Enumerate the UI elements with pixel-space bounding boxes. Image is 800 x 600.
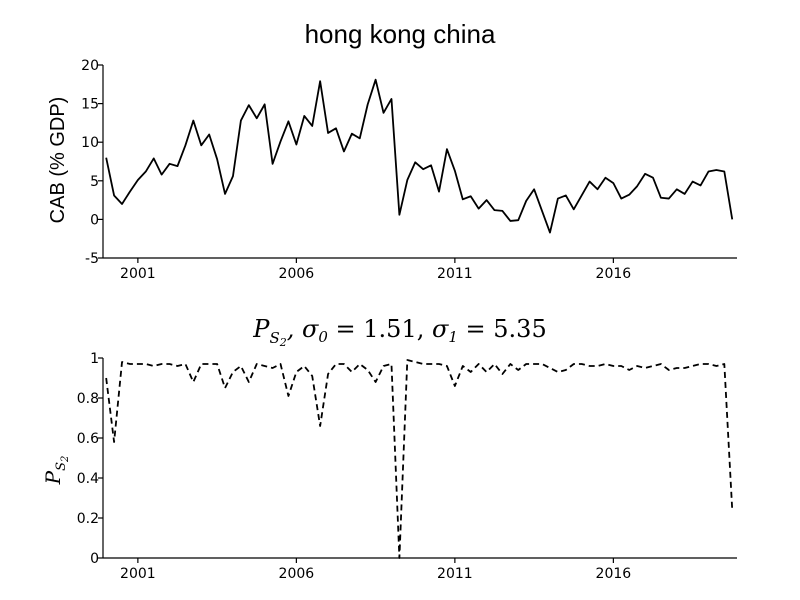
cab-chart-plot-area xyxy=(102,65,737,259)
y-tick-label: 0.2 xyxy=(77,511,99,527)
cab-chart-title: hong kong china xyxy=(305,19,496,49)
probability-chart-title: PS2, σ0 = 1.51, σ1 = 5.35 xyxy=(252,315,546,349)
y-tick-label: 5 xyxy=(90,174,99,190)
cab-chart-y-ticks: 20 15 10 5 0 -5 xyxy=(81,58,103,267)
y-tick-label: 0.4 xyxy=(77,471,99,487)
probability-chart-plot-area xyxy=(102,358,737,559)
probability-chart: PS2, σ0 = 1.51, σ1 = 5.35 PS2 1 0.8 0.6 0.4… xyxy=(41,315,737,582)
x-tick-label: 2001 xyxy=(120,566,156,582)
x-tick-label: 2006 xyxy=(279,266,315,282)
y-tick-label: 15 xyxy=(81,97,99,113)
bot-series-line-0 xyxy=(105,359,734,559)
x-tick-label: 2001 xyxy=(120,266,156,282)
y-tick-label: 0 xyxy=(90,551,99,567)
probability-chart-x-ticks: 2001 2006 2011 2016 xyxy=(120,558,631,582)
y-tick-label: 20 xyxy=(81,58,99,74)
x-tick-label: 2011 xyxy=(437,266,473,282)
probability-chart-y-axis-label: PS2 xyxy=(41,456,71,486)
y-tick-label: 1 xyxy=(90,351,99,367)
y-tick-label: -5 xyxy=(85,251,99,267)
y-tick-label: 0 xyxy=(90,212,99,228)
x-tick-label: 2016 xyxy=(596,266,632,282)
cab-chart-y-axis-label: CAB (% GDP) xyxy=(47,97,69,224)
y-tick-label: 0.6 xyxy=(77,431,99,447)
cab-chart: hong kong china CAB (% GDP) 20 15 10 5 0 -5 2… xyxy=(47,19,737,282)
y-tick-label: 0.8 xyxy=(77,391,99,407)
x-tick-label: 2016 xyxy=(596,566,632,582)
x-tick-label: 2011 xyxy=(437,566,473,582)
top-series-line-0 xyxy=(105,78,734,234)
x-tick-label: 2006 xyxy=(279,566,315,582)
y-tick-label: 10 xyxy=(81,135,99,151)
probability-chart-y-ticks: 1 0.8 0.6 0.4 0.2 0 xyxy=(77,351,103,567)
cab-chart-x-ticks: 2001 2006 2011 2016 xyxy=(120,258,631,282)
